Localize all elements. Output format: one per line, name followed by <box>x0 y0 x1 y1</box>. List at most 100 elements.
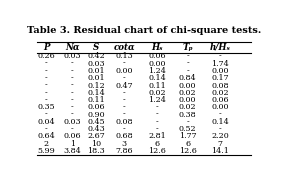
Text: 2.20: 2.20 <box>211 132 229 140</box>
Text: 2.67: 2.67 <box>87 132 105 140</box>
Text: 0.35: 0.35 <box>37 103 55 111</box>
Text: -: - <box>45 60 47 68</box>
Text: 18.3: 18.3 <box>87 147 105 155</box>
Text: -: - <box>123 89 126 97</box>
Text: -: - <box>123 103 126 111</box>
Text: 10: 10 <box>91 140 101 148</box>
Text: 12.6: 12.6 <box>179 147 196 155</box>
Text: 0.64: 0.64 <box>37 132 55 140</box>
Text: 0.13: 0.13 <box>115 52 133 60</box>
Text: Hₛ: Hₛ <box>151 43 163 52</box>
Text: -: - <box>45 74 47 82</box>
Text: 7: 7 <box>218 140 223 148</box>
Text: 0.26: 0.26 <box>37 52 55 60</box>
Text: 0.06: 0.06 <box>63 132 81 140</box>
Text: -: - <box>123 60 126 68</box>
Text: -: - <box>71 125 74 133</box>
Text: 0.84: 0.84 <box>179 74 196 82</box>
Text: 0.00: 0.00 <box>212 67 229 75</box>
Text: -: - <box>45 89 47 97</box>
Text: -: - <box>45 96 47 104</box>
Text: 5.99: 5.99 <box>37 147 55 155</box>
Text: -: - <box>186 67 189 75</box>
Text: -: - <box>71 74 74 82</box>
Text: Nα: Nα <box>65 43 80 52</box>
Text: -: - <box>186 60 189 68</box>
Text: -: - <box>156 118 158 126</box>
Text: h/Hₛ: h/Hₛ <box>210 43 231 52</box>
Text: -: - <box>45 67 47 75</box>
Text: -: - <box>71 67 74 75</box>
Text: -: - <box>123 74 126 82</box>
Text: 0.42: 0.42 <box>87 52 105 60</box>
Text: 6: 6 <box>185 140 190 148</box>
Text: 2: 2 <box>44 140 49 148</box>
Text: 0.02: 0.02 <box>179 103 196 111</box>
Text: -: - <box>71 60 74 68</box>
Text: 3: 3 <box>122 140 127 148</box>
Text: S: S <box>93 43 99 52</box>
Text: 0.02: 0.02 <box>148 89 166 97</box>
Text: 12.6: 12.6 <box>148 147 166 155</box>
Text: 1.24: 1.24 <box>148 67 166 75</box>
Text: 0.08: 0.08 <box>116 118 133 126</box>
Text: 0.03: 0.03 <box>63 52 81 60</box>
Text: -: - <box>71 82 74 89</box>
Text: 0.00: 0.00 <box>179 96 196 104</box>
Text: 0.52: 0.52 <box>179 125 196 133</box>
Text: 0.47: 0.47 <box>115 82 133 89</box>
Text: 0.14: 0.14 <box>87 89 105 97</box>
Text: -: - <box>186 52 189 60</box>
Text: -: - <box>186 118 189 126</box>
Text: 0.04: 0.04 <box>37 118 55 126</box>
Text: -: - <box>123 96 126 104</box>
Text: 0.45: 0.45 <box>87 118 105 126</box>
Text: 1.77: 1.77 <box>179 132 196 140</box>
Text: 1.24: 1.24 <box>148 96 166 104</box>
Text: 0.90: 0.90 <box>87 111 105 119</box>
Text: 1.74: 1.74 <box>211 60 229 68</box>
Text: P: P <box>43 43 49 52</box>
Text: 0.06: 0.06 <box>148 52 166 60</box>
Text: 0.06: 0.06 <box>211 96 229 104</box>
Text: Tₚ: Tₚ <box>182 43 193 52</box>
Text: -: - <box>123 111 126 119</box>
Text: -: - <box>45 82 47 89</box>
Text: -: - <box>71 111 74 119</box>
Text: 0.00: 0.00 <box>212 103 229 111</box>
Text: -: - <box>156 125 158 133</box>
Text: 0.01: 0.01 <box>87 67 105 75</box>
Text: Table 3. Residual chart of chi-square tests.: Table 3. Residual chart of chi-square te… <box>27 26 261 35</box>
Text: 0.68: 0.68 <box>115 132 133 140</box>
Text: 0.12: 0.12 <box>87 82 105 89</box>
Text: -: - <box>71 89 74 97</box>
Text: 3.84: 3.84 <box>63 147 81 155</box>
Text: 0.14: 0.14 <box>148 74 166 82</box>
Text: -: - <box>71 103 74 111</box>
Text: 0.11: 0.11 <box>87 96 105 104</box>
Text: 14.1: 14.1 <box>211 147 229 155</box>
Text: 2.81: 2.81 <box>148 132 166 140</box>
Text: 0.02: 0.02 <box>211 89 229 97</box>
Text: 0.00: 0.00 <box>148 60 166 68</box>
Text: 0.01: 0.01 <box>87 74 105 82</box>
Text: -: - <box>219 111 222 119</box>
Text: 1: 1 <box>70 140 75 148</box>
Text: -: - <box>45 111 47 119</box>
Text: 0.38: 0.38 <box>179 111 196 119</box>
Text: 0.08: 0.08 <box>212 82 229 89</box>
Text: 0.00: 0.00 <box>116 67 133 75</box>
Text: -: - <box>156 103 158 111</box>
Text: 6: 6 <box>155 140 160 148</box>
Text: 0.11: 0.11 <box>148 82 166 89</box>
Text: -: - <box>71 96 74 104</box>
Text: 0.03: 0.03 <box>63 118 81 126</box>
Text: 0.00: 0.00 <box>179 82 196 89</box>
Text: 0.14: 0.14 <box>211 118 229 126</box>
Text: -: - <box>45 125 47 133</box>
Text: -: - <box>156 111 158 119</box>
Text: 0.02: 0.02 <box>179 89 196 97</box>
Text: -: - <box>219 125 222 133</box>
Text: -: - <box>123 125 126 133</box>
Text: cotα: cotα <box>114 43 135 52</box>
